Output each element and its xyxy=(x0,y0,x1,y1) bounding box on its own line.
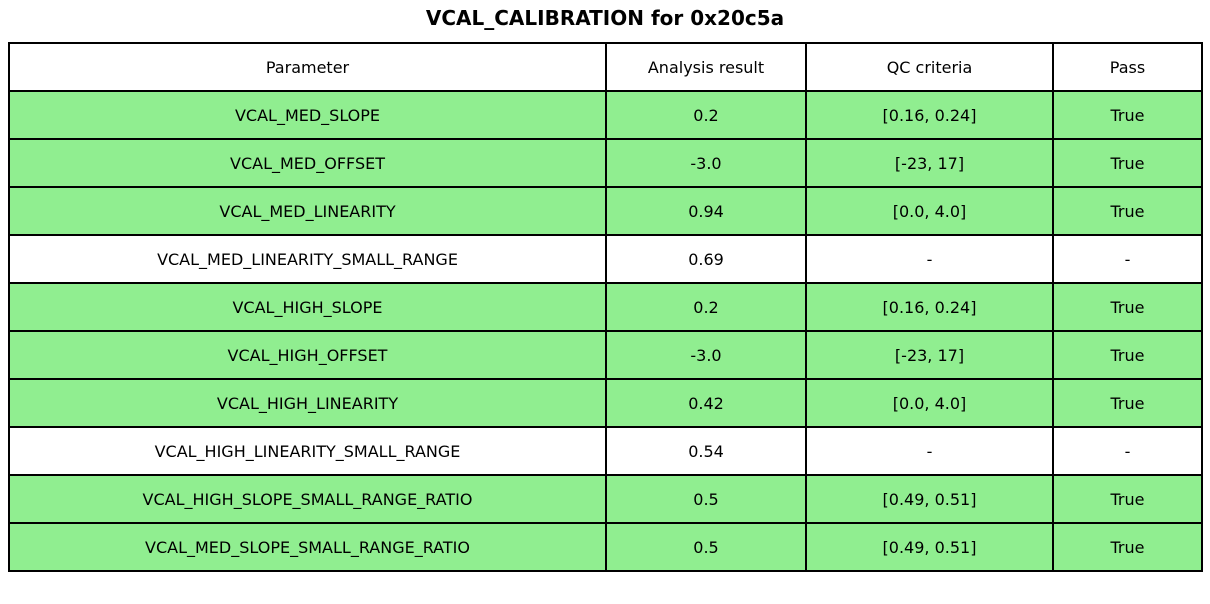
cell-qc-criteria: [0.49, 0.51] xyxy=(805,522,1054,572)
cell-qc-criteria: [0.0, 4.0] xyxy=(805,186,1054,236)
column-header-pass: Pass xyxy=(1052,42,1203,92)
cell-qc-criteria: [-23, 17] xyxy=(805,138,1054,188)
table-body: VCAL_MED_SLOPE 0.2 [0.16, 0.24] True VCAL_ME… xyxy=(8,90,1203,572)
table-row: VCAL_HIGH_SLOPE 0.2 [0.16, 0.24] True xyxy=(8,282,1203,332)
table-row: VCAL_HIGH_LINEARITY_SMALL_RANGE 0.54- - xyxy=(8,426,1203,476)
cell-qc-criteria: - xyxy=(805,234,1054,284)
calibration-table: Parameter Analysis result QC criteria Pa… xyxy=(8,42,1203,572)
cell-parameter: VCAL_MED_SLOPE xyxy=(8,90,607,140)
cell-pass: True xyxy=(1052,138,1203,188)
table-row: VCAL_MED_LINEARITY_SMALL_RANGE 0.69- - xyxy=(8,234,1203,284)
cell-analysis-result: 0.5 xyxy=(605,474,807,524)
cell-analysis-result: 0.2 xyxy=(605,282,807,332)
cell-analysis-result: -3.0 xyxy=(605,138,807,188)
cell-pass: True xyxy=(1052,522,1203,572)
cell-analysis-result: 0.94 xyxy=(605,186,807,236)
table-row: VCAL_HIGH_LINEARITY 0.42 [0.0, 4.0] True xyxy=(8,378,1203,428)
cell-parameter: VCAL_MED_OFFSET xyxy=(8,138,607,188)
cell-parameter: VCAL_MED_SLOPE_SMALL_RANGE_RATIO xyxy=(8,522,607,572)
cell-pass: True xyxy=(1052,378,1203,428)
table-row: VCAL_MED_LINEARITY 0.94 [0.0, 4.0] True xyxy=(8,186,1203,236)
cell-qc-criteria: [0.16, 0.24] xyxy=(805,90,1054,140)
cell-parameter: VCAL_HIGH_SLOPE_SMALL_RANGE_RATIO xyxy=(8,474,607,524)
cell-pass: True xyxy=(1052,282,1203,332)
cell-parameter: VCAL_HIGH_LINEARITY_SMALL_RANGE xyxy=(8,426,607,476)
cell-analysis-result: 0.5 xyxy=(605,522,807,572)
cell-analysis-result: 0.42 xyxy=(605,378,807,428)
page-title: VCAL_CALIBRATION for 0x20c5a xyxy=(425,6,785,30)
cell-analysis-result: 0.2 xyxy=(605,90,807,140)
cell-pass: True xyxy=(1052,330,1203,380)
cell-qc-criteria: [0.49, 0.51] xyxy=(805,474,1054,524)
cell-parameter: VCAL_HIGH_SLOPE xyxy=(8,282,607,332)
column-header-parameter: Parameter xyxy=(8,42,607,92)
table-row: VCAL_MED_SLOPE 0.2 [0.16, 0.24] True xyxy=(8,90,1203,140)
cell-qc-criteria: [0.16, 0.24] xyxy=(805,282,1054,332)
cell-pass: True xyxy=(1052,474,1203,524)
cell-pass: True xyxy=(1052,90,1203,140)
cell-parameter: VCAL_HIGH_OFFSET xyxy=(8,330,607,380)
cell-qc-criteria: - xyxy=(805,426,1054,476)
cell-pass: - xyxy=(1052,234,1203,284)
column-header-qc-criteria: QC criteria xyxy=(805,42,1054,92)
cell-analysis-result: 0.69 xyxy=(605,234,807,284)
table-row: VCAL_MED_OFFSET -3.0 [-23, 17] True xyxy=(8,138,1203,188)
cell-pass: - xyxy=(1052,426,1203,476)
cell-qc-criteria: [-23, 17] xyxy=(805,330,1054,380)
table-row: VCAL_MED_SLOPE_SMALL_RANGE_RATIO 0.5 [0.49… xyxy=(8,522,1203,572)
column-header-analysis-result: Analysis result xyxy=(605,42,807,92)
cell-qc-criteria: [0.0, 4.0] xyxy=(805,378,1054,428)
header-row: Parameter Analysis result QC criteria Pa… xyxy=(8,42,1203,92)
cell-analysis-result: -3.0 xyxy=(605,330,807,380)
table-row: VCAL_HIGH_OFFSET -3.0 [-23, 17] True xyxy=(8,330,1203,380)
cell-parameter: VCAL_MED_LINEARITY_SMALL_RANGE xyxy=(8,234,607,284)
cell-pass: True xyxy=(1052,186,1203,236)
cell-parameter: VCAL_HIGH_LINEARITY xyxy=(8,378,607,428)
cell-analysis-result: 0.54 xyxy=(605,426,807,476)
cell-parameter: VCAL_MED_LINEARITY xyxy=(8,186,607,236)
table-row: VCAL_HIGH_SLOPE_SMALL_RANGE_RATIO 0.5 [0.4… xyxy=(8,474,1203,524)
